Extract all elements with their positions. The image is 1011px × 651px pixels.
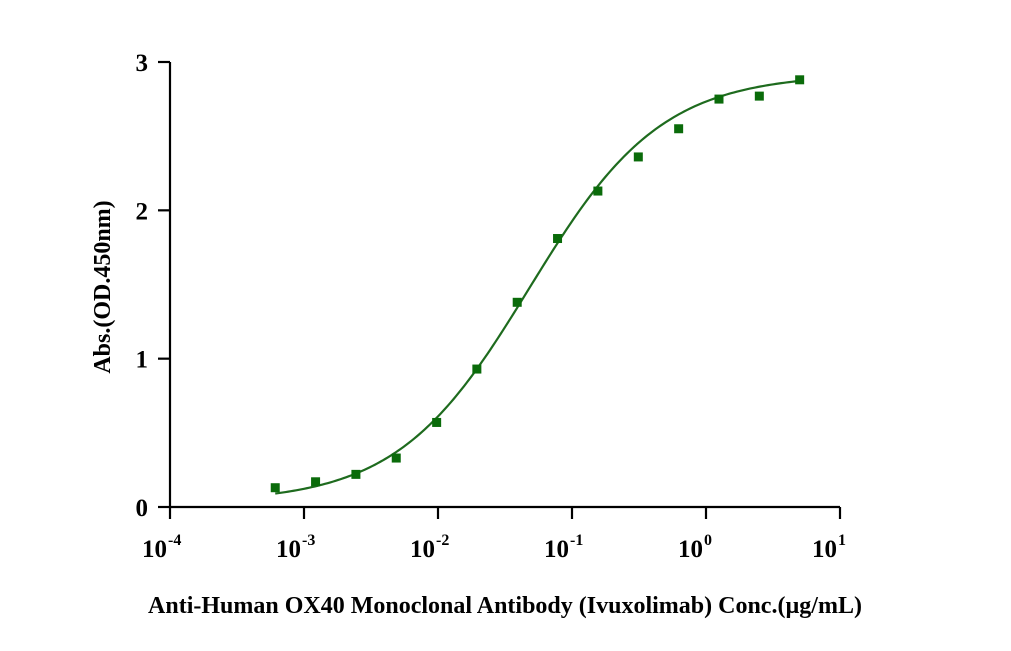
x-tick-exponent: -4 <box>168 532 181 549</box>
y-tick-label: 2 <box>136 198 149 225</box>
data-point <box>391 453 401 463</box>
data-point <box>432 417 442 427</box>
x-tick-exponent: 1 <box>838 532 846 549</box>
x-tick-base: 10 <box>410 536 435 563</box>
x-tick-exponent: 0 <box>704 532 712 549</box>
axes <box>168 62 840 509</box>
y-axis-label: Abs.(OD.450nm) <box>90 200 116 373</box>
data-point <box>795 75 805 85</box>
y-tick-label: 0 <box>136 495 149 522</box>
y-tick-label: 1 <box>136 347 149 374</box>
data-point <box>714 94 724 104</box>
data-point <box>633 152 643 162</box>
x-tick-base: 10 <box>812 536 837 563</box>
x-tick-label: 10 -3 <box>276 532 315 563</box>
x-tick-label: 10 0 <box>678 532 712 563</box>
x-tick-exponent: -2 <box>436 532 449 549</box>
y-tick-label: 3 <box>136 50 149 77</box>
data-point <box>270 483 280 493</box>
x-tick-label: 10 -1 <box>544 532 583 563</box>
x-tick-base: 10 <box>544 536 569 563</box>
x-tick-exponent: -3 <box>302 532 315 549</box>
fit-curve <box>275 79 800 495</box>
data-point <box>754 91 764 101</box>
data-point <box>351 469 361 479</box>
data-points <box>270 75 805 493</box>
x-tick-base: 10 <box>678 536 703 563</box>
x-tick-label: 10 1 <box>812 532 846 563</box>
x-axis-label: Anti-Human OX40 Monoclonal Antibody (Ivu… <box>148 593 862 619</box>
data-point <box>674 124 684 134</box>
x-tick-base: 10 <box>276 536 301 563</box>
y-ticks: 0 1 2 3 <box>136 50 170 522</box>
x-tick-label: 10 -4 <box>142 532 181 563</box>
data-point <box>512 297 522 307</box>
data-point <box>311 477 321 487</box>
data-point <box>593 186 603 196</box>
data-point <box>553 234 563 244</box>
x-ticks: 10 -4 10 -3 10 -2 10 -1 10 0 10 1 <box>142 507 846 563</box>
x-tick-base: 10 <box>142 536 167 563</box>
x-tick-label: 10 -2 <box>410 532 449 563</box>
x-tick-exponent: -1 <box>570 532 583 549</box>
data-point <box>472 364 482 374</box>
